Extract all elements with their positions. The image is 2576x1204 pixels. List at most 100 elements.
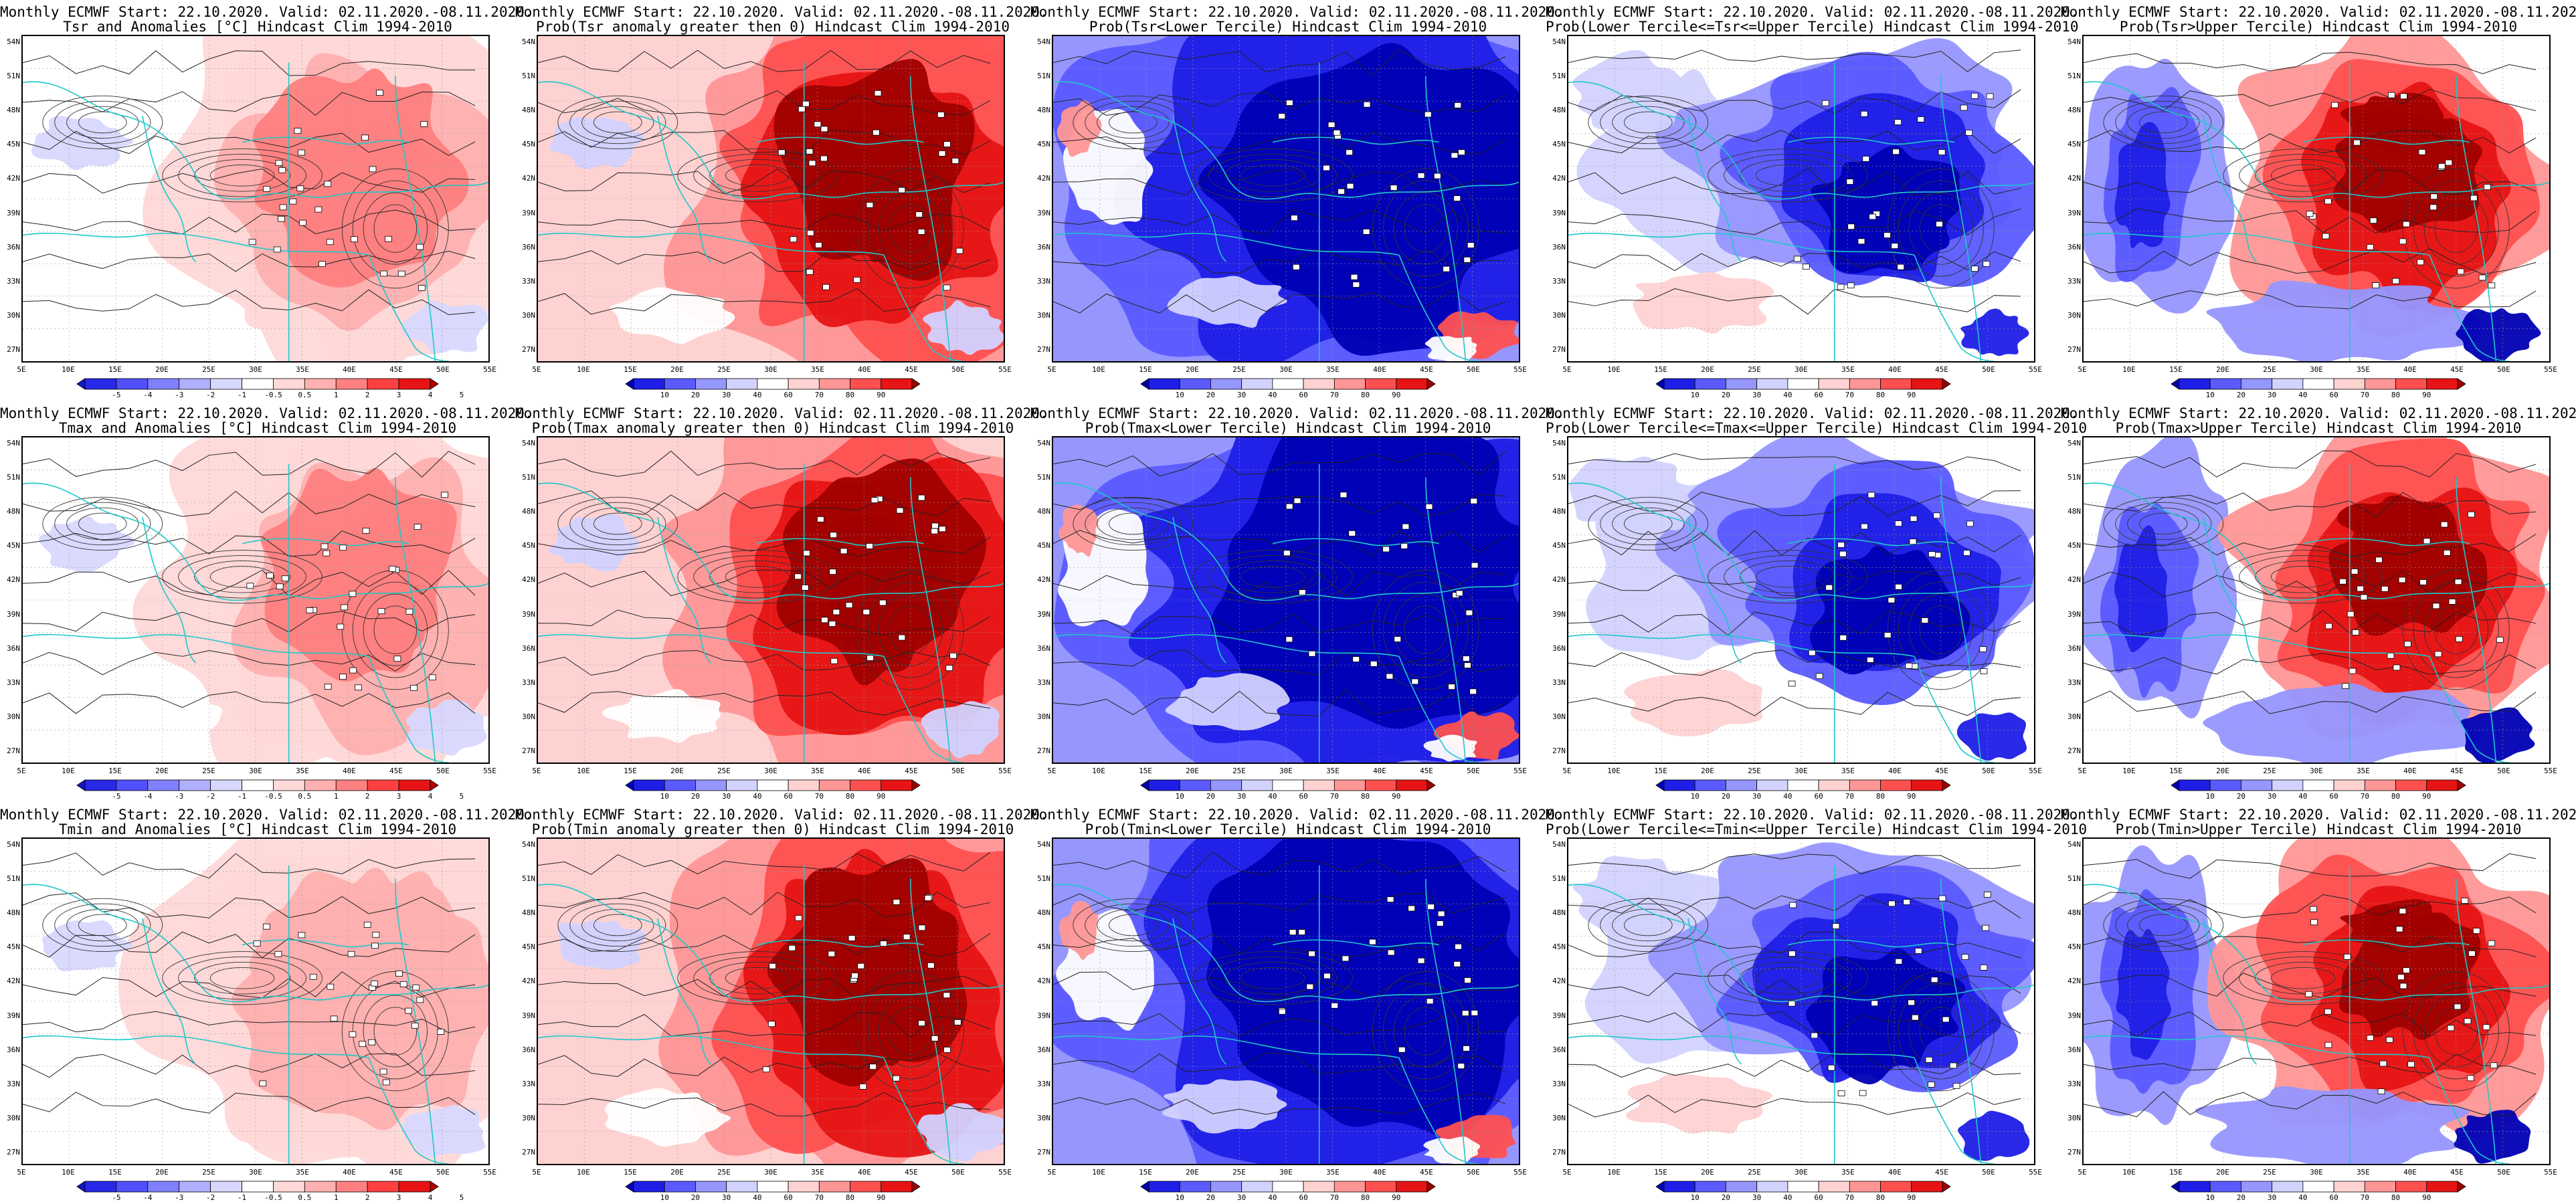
station-marker [1827, 1064, 1835, 1071]
terrain-contour [178, 154, 307, 197]
station-marker [323, 550, 331, 557]
longitude-tick-label: 5E [17, 365, 26, 374]
station-marker [1925, 1057, 1933, 1063]
station-marker [1306, 983, 1314, 990]
field-contour-region [403, 300, 488, 354]
station-marker [814, 121, 822, 128]
terrain-contour [2402, 971, 2510, 1092]
latitude-tick-label: 27N [1037, 1148, 1050, 1157]
colorbar-svg [1655, 378, 1951, 390]
colorbar-svg [625, 378, 921, 390]
terrain-contour [2103, 496, 2224, 551]
longitude-tick-label: 50E [1467, 365, 1480, 374]
isotherm-contour [1053, 932, 1506, 958]
isotherm-contour [538, 933, 991, 958]
terrain-contour [709, 561, 806, 593]
longitude-tick-label: 15E [624, 1168, 637, 1177]
panel-title-line2: Prob(Tmax anomaly greater then 0) Hindca… [531, 420, 1014, 436]
longitude-tick-label: 25E [2263, 365, 2276, 374]
station-marker [1417, 957, 1425, 964]
colorbar-tick-label: 30 [1752, 1193, 1762, 1202]
field-contour-region [38, 516, 135, 573]
station-marker [2331, 102, 2339, 108]
panel-title-line1: Monthly ECMWF Start: 22.10.2020. Valid: … [2061, 4, 2576, 20]
forecast-panel: Monthly ECMWF Start: 22.10.2020. Valid: … [0, 401, 533, 803]
colorbar-tick-label: 30 [722, 1193, 731, 1202]
colorbar [2171, 779, 2466, 791]
colorbar-segment [1148, 1181, 1180, 1193]
station-marker [428, 674, 436, 681]
station-marker [2324, 1041, 2332, 1048]
station-marker [1930, 977, 1938, 983]
coastline [242, 538, 409, 546]
latitude-tick-label: 51N [1552, 874, 1566, 884]
forecast-map [1052, 837, 1520, 1165]
colorbar-segment [2457, 378, 2466, 390]
terrain-contour [1404, 204, 1448, 253]
panel-title-line2: Prob(Tmax<Lower Tercile) Hindcast Clim 1… [1085, 420, 1491, 436]
latitude-tick-label: 27N [522, 746, 535, 755]
colorbar-segment [273, 779, 305, 791]
forecast-panel: Monthly ECMWF Start: 22.10.2020. Valid: … [1030, 401, 1564, 803]
colorbar-svg [76, 779, 439, 791]
colorbar-tick-label: 3 [396, 391, 401, 399]
coastline [2084, 633, 2430, 658]
field-contour-region [1059, 504, 1099, 557]
station-marker [1811, 1032, 1819, 1039]
isotherm-contour [23, 1011, 476, 1033]
station-marker [1963, 550, 1970, 556]
colorbar-segment [633, 1181, 665, 1193]
longitude-tick-label: 15E [108, 365, 122, 374]
terrain-contour [1073, 95, 1194, 150]
station-marker [397, 270, 405, 277]
colorbar-segment [2209, 1181, 2241, 1193]
colorbar-segment [1333, 378, 1366, 390]
coastline [2429, 1058, 2510, 1164]
terrain-contour [1208, 555, 1338, 599]
terrain-contour [1372, 569, 1479, 690]
longitude-tick-label: 50E [951, 365, 965, 374]
longitude-tick-label: 5E [17, 767, 26, 775]
latitude-tick-label: 36N [522, 643, 535, 653]
station-marker [1859, 1090, 1867, 1096]
latitude-tick-label: 39N [1552, 1011, 1566, 1020]
terrain-contour [2127, 908, 2200, 942]
field-contour-region [921, 701, 1000, 759]
isotherm-contour [1053, 689, 1506, 716]
longitude-tick-label: 30E [249, 1168, 262, 1177]
station-marker [1443, 266, 1450, 272]
colorbar-segment [179, 1181, 211, 1193]
station-marker [872, 129, 880, 136]
latitude-tick-label: 30N [522, 310, 535, 320]
latitude-tick-label: 33N [522, 276, 535, 286]
colorbar-tick-label: 30 [2268, 1193, 2277, 1202]
colorbar-tick-label: 80 [1875, 391, 1885, 399]
station-marker [830, 532, 837, 538]
panel-title-line2: Prob(Lower Tercile<=Tmax<=Upper Tercile)… [1546, 420, 2088, 436]
colorbar-segment [1179, 779, 1211, 791]
station-marker [2399, 908, 2407, 914]
station-marker [1425, 504, 1433, 510]
isotherm-contour [1053, 571, 1506, 597]
terrain-contour [867, 581, 953, 678]
station-marker [1369, 938, 1376, 945]
terrain-contour [2434, 605, 2478, 654]
isotherm-contour [23, 530, 476, 557]
station-marker [276, 583, 284, 590]
field-contour-region [2340, 899, 2450, 951]
colorbar-segment [664, 1181, 696, 1193]
latitude-tick-label: 27N [7, 746, 20, 755]
station-marker [2419, 579, 2427, 585]
forecast-map [1567, 837, 2035, 1165]
latitude-tick-label: 42N [7, 174, 20, 183]
terrain-contour [1612, 908, 1685, 942]
terrain-contour [1224, 962, 1321, 995]
terrain-contour [66, 908, 139, 942]
colorbar-tick-label: -1 [237, 1193, 247, 1202]
latitude-tick-label: 48N [2067, 908, 2081, 918]
isotherm-contour [23, 691, 476, 714]
station-marker [279, 204, 287, 211]
latitude-tick-label: 48N [7, 106, 20, 115]
station-marker [2310, 919, 2318, 926]
station-marker [1463, 1045, 1470, 1051]
